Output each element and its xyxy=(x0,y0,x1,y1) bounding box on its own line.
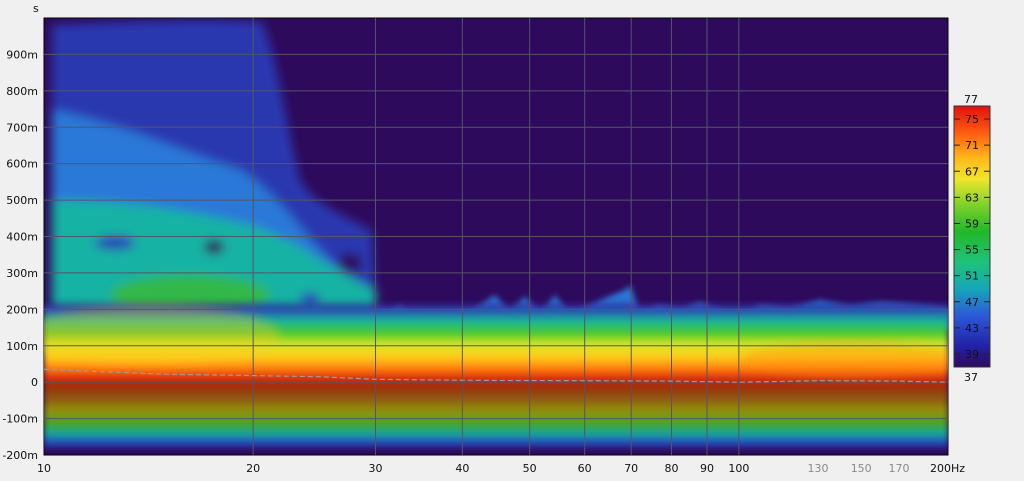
colorbar-max-label: 77 xyxy=(964,93,978,106)
colorbar-tick-label: 63 xyxy=(965,191,979,204)
x-tick-label: 150 xyxy=(851,462,872,475)
colorbar-tick-label: 51 xyxy=(965,270,979,283)
y-tick-label: 0 xyxy=(31,376,38,389)
y-tick-label: 700m xyxy=(6,121,38,134)
colorbar-tick-label: 75 xyxy=(965,113,979,126)
y-unit-label: s xyxy=(33,2,39,15)
x-tick-label: 200Hz xyxy=(930,462,965,475)
x-tick-label: 70 xyxy=(624,462,638,475)
y-tick-label: 500m xyxy=(6,194,38,207)
y-tick-label: 800m xyxy=(6,85,38,98)
y-tick-label: 300m xyxy=(6,267,38,280)
colorbar-tick-label: 59 xyxy=(965,217,979,230)
y-tick-label: 900m xyxy=(6,48,38,61)
colorbar-tick-label: 55 xyxy=(965,244,979,257)
x-tick-label: 50 xyxy=(523,462,537,475)
x-axis: 10 20 30 40 50 60 70 80 90 100 130 150 170 200Hz xyxy=(37,462,965,475)
x-tick-label: 100 xyxy=(728,462,749,475)
group-delay-curve xyxy=(43,368,949,383)
y-tick-label: -200m xyxy=(2,449,38,462)
colorbar-tick-label: 43 xyxy=(965,322,979,335)
colorbar xyxy=(953,105,991,368)
x-tick-label: 130 xyxy=(808,462,829,475)
y-tick-label: 200m xyxy=(6,303,38,316)
x-tick-label: 80 xyxy=(664,462,678,475)
heatmap-layer xyxy=(44,20,948,450)
colorbar-tick-label: 67 xyxy=(965,165,979,178)
colorbar-min-label: 37 xyxy=(964,371,978,384)
colorbar-tick-label: 39 xyxy=(965,348,979,361)
group-delay-layer xyxy=(43,368,949,383)
y-tick-label: 400m xyxy=(6,231,38,244)
colorbar-tick-label: 47 xyxy=(965,296,979,309)
x-tick-label: 20 xyxy=(246,462,260,475)
x-tick-label: 60 xyxy=(578,462,592,475)
y-axis: 900m 800m 700m 600m 500m 400m 300m 200m 100m 0 -10… xyxy=(2,48,38,462)
grid xyxy=(44,18,948,455)
colorbar-tick-label: 71 xyxy=(965,139,979,152)
x-tick-label: 10 xyxy=(37,462,51,475)
y-tick-label: 100m xyxy=(6,340,38,353)
decay-tail xyxy=(52,20,376,318)
y-tick-label: 600m xyxy=(6,158,38,171)
x-tick-label: 40 xyxy=(455,462,469,475)
x-tick-label: 90 xyxy=(700,462,714,475)
x-tick-label: 30 xyxy=(369,462,383,475)
colorbar-ticks: 75 71 67 63 59 55 51 47 43 39 xyxy=(954,113,990,361)
y-tick-label: -100m xyxy=(2,413,38,426)
x-tick-label: 170 xyxy=(888,462,909,475)
